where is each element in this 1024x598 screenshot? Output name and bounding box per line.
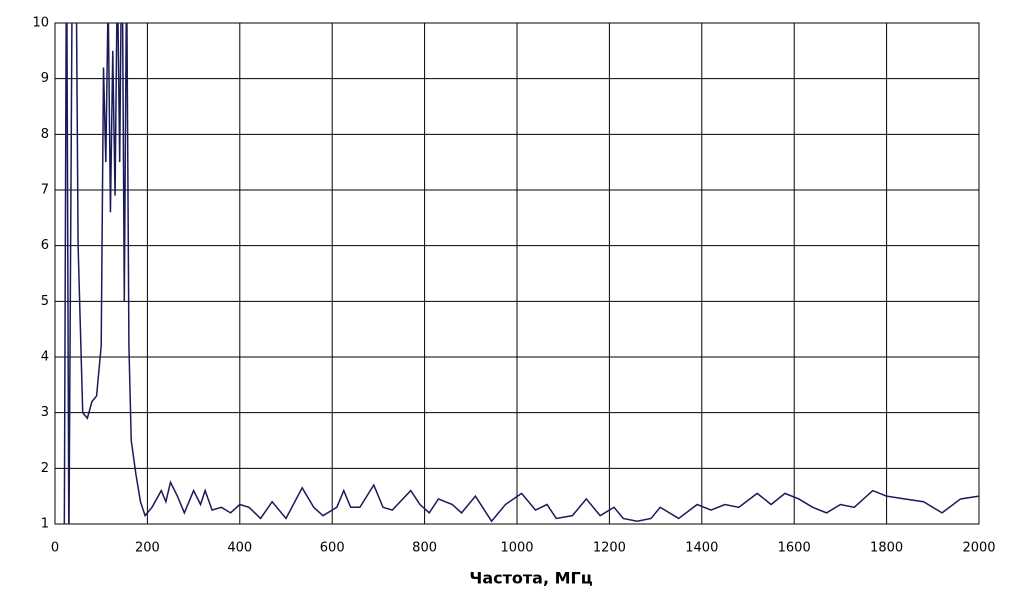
y-tick-label: 7 [41,183,49,198]
y-tick-label: 5 [41,294,49,309]
x-tick-label: 400 [227,541,252,556]
y-tick-label: 8 [41,127,49,142]
y-tick-label: 10 [32,16,49,31]
y-tick-label: 2 [41,461,49,476]
x-tick-label: 1400 [685,541,718,556]
y-tick-label: 9 [41,71,49,86]
x-tick-label: 200 [135,541,160,556]
x-tick-label: 2000 [962,541,995,556]
y-tick-label: 3 [41,405,49,420]
x-tick-label: 1200 [593,541,626,556]
x-tick-label: 1000 [500,541,533,556]
y-tick-label: 6 [41,238,49,253]
x-tick-label: 1800 [870,541,903,556]
y-tick-label: 4 [41,350,49,365]
data-line [63,23,979,524]
x-axis-label: Частота, МГц [469,569,592,588]
y-tick-label: 1 [41,517,49,532]
x-tick-label: 600 [320,541,345,556]
x-tick-label: 1600 [778,541,811,556]
x-tick-label: 0 [51,541,59,556]
x-tick-label: 800 [412,541,437,556]
